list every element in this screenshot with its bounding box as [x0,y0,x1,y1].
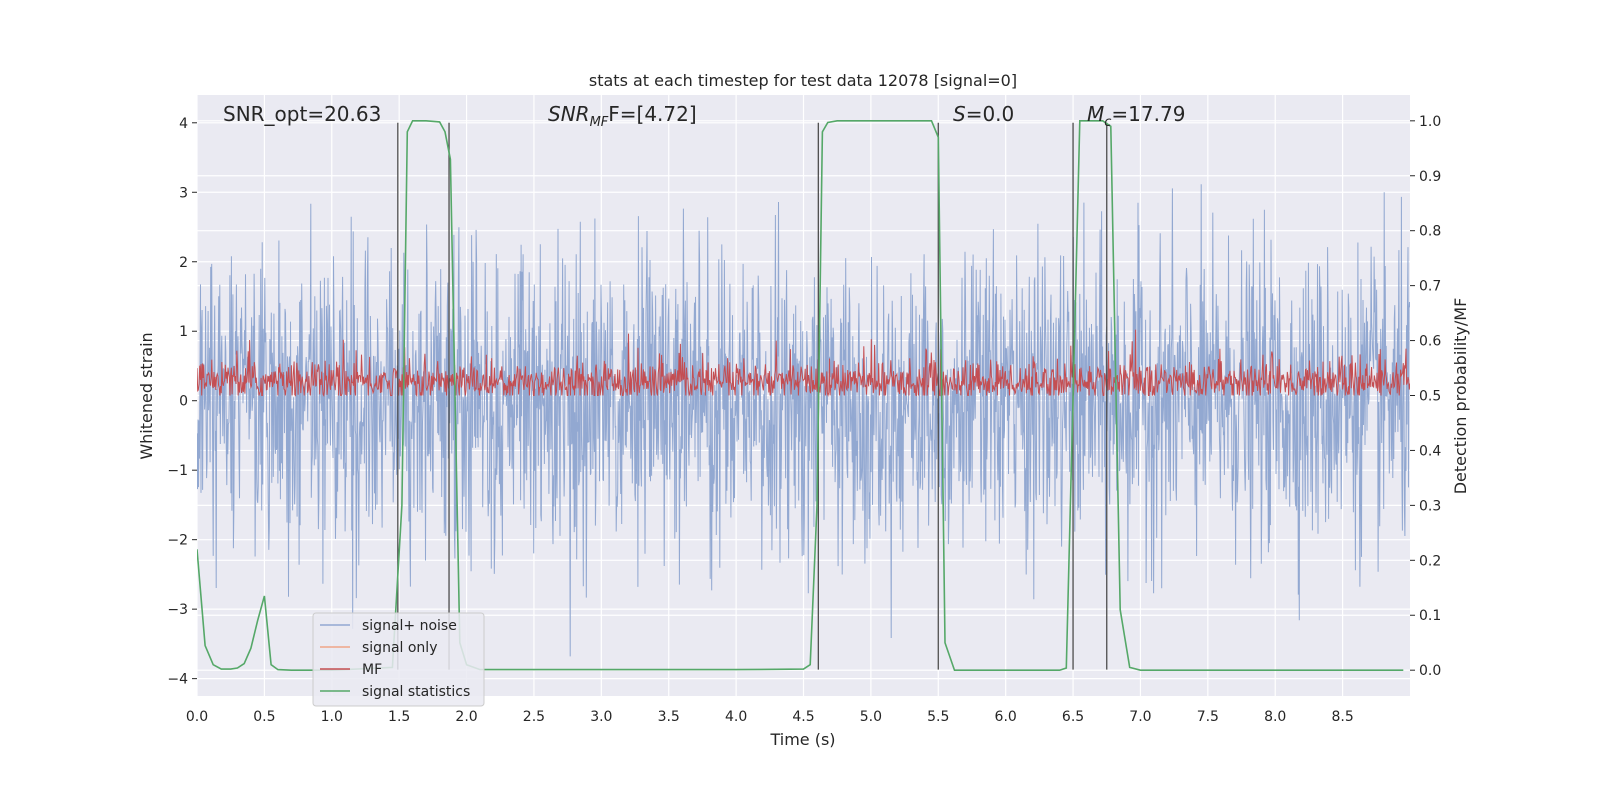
annotation-snr-mf-main: SNR [548,102,590,126]
x-tick-label: 6.5 [1062,709,1084,725]
x-tick-label: 4.5 [792,709,814,725]
left-y-tick-label: 3 [179,185,188,201]
x-tick-label: 2.0 [455,709,477,725]
annotation-snr-opt: SNR_opt=20.63 [223,102,381,126]
annotation-s-italic: S [953,102,966,126]
x-tick-label: 7.5 [1197,709,1219,725]
left-y-tick-label: −1 [167,463,188,479]
x-axis-ticks: 0.0 0.5 1.0 1.5 2.0 2.5 3.0 3.5 4.0 4.5 5.0 5.5 6.0 6… [186,709,1354,725]
annotation-mc-sub: c [1104,115,1111,130]
annotation-snr-mf-sub: MF [590,115,609,130]
right-y-tick-label: 0.7 [1419,279,1441,295]
annotation-s: S=0.0 [953,102,1014,126]
x-tick-label: 0.5 [253,709,275,725]
x-tick-label: 1.0 [321,709,343,725]
left-y-tick-label: 0 [179,394,188,410]
series-signal-noise-line [197,184,1410,657]
series-mf-line [197,329,1410,398]
left-y-tick-label: −3 [167,602,188,618]
x-tick-label: 3.5 [658,709,680,725]
x-tick-label: 5.0 [860,709,882,725]
x-tick-label: 7.0 [1129,709,1151,725]
left-y-axis-ticks: 4 3 2 1 0 −1 −2 −3 −4 [167,116,197,688]
right-y-tick-label: 0.9 [1419,169,1441,185]
legend-frame [312,612,485,707]
right-y-tick-label: 0.1 [1419,608,1441,624]
annotation-snr-mf-rest: F=[4.72] [608,102,696,126]
x-tick-label: 4.0 [725,709,747,725]
annotation-snr-mf: SNRMFF=[4.72] [548,102,697,130]
legend-label: signal statistics [362,684,470,700]
left-y-tick-label: −4 [167,672,188,688]
chart-title: stats at each timestep for test data 120… [589,71,1017,90]
x-tick-label: 8.5 [1331,709,1353,725]
right-y-tick-label: 0.6 [1419,334,1441,350]
right-y-tick-label: 0.2 [1419,553,1441,569]
x-tick-label: 8.0 [1264,709,1286,725]
legend-label: signal+ noise [362,618,457,634]
x-tick-label: 3.0 [590,709,612,725]
legend: signal+ noise signal only MF signal statist… [312,612,485,707]
x-tick-label: 5.5 [927,709,949,725]
left-y-axis-label: Whitened strain [137,332,156,459]
left-y-tick-label: 1 [179,324,188,340]
right-y-tick-label: 0.3 [1419,498,1441,514]
x-tick-label: 1.5 [388,709,410,725]
legend-label: MF [362,662,382,678]
left-y-tick-label: 2 [179,255,188,271]
legend-label: signal only [362,640,437,656]
x-tick-label: 6.0 [995,709,1017,725]
right-y-tick-label: 0.8 [1419,224,1441,240]
x-tick-label: 0.0 [186,709,208,725]
series-signal-statistics-line [197,120,1404,671]
x-tick-label: 2.5 [523,709,545,725]
right-y-tick-label: 0.0 [1419,663,1441,679]
annotation-mc: Mc=17.79 [1087,102,1185,130]
x-axis-label: Time (s) [769,730,835,749]
left-y-tick-label: −2 [167,533,188,549]
right-y-tick-label: 0.4 [1419,443,1441,459]
right-y-tick-label: 0.5 [1419,389,1441,405]
annotation-s-rest: =0.0 [966,102,1015,126]
right-y-axis-label: Detection probability/MF [1451,298,1470,495]
left-y-tick-label: 4 [179,116,188,132]
right-y-axis-ticks: 1.0 0.9 0.8 0.7 0.6 0.5 0.4 0.3 0.2 0.1 0.0 [1410,114,1441,679]
right-y-tick-label: 1.0 [1419,114,1441,130]
annotation-mc-rest: =17.79 [1111,102,1185,126]
annotation-mc-main: M [1087,102,1104,126]
